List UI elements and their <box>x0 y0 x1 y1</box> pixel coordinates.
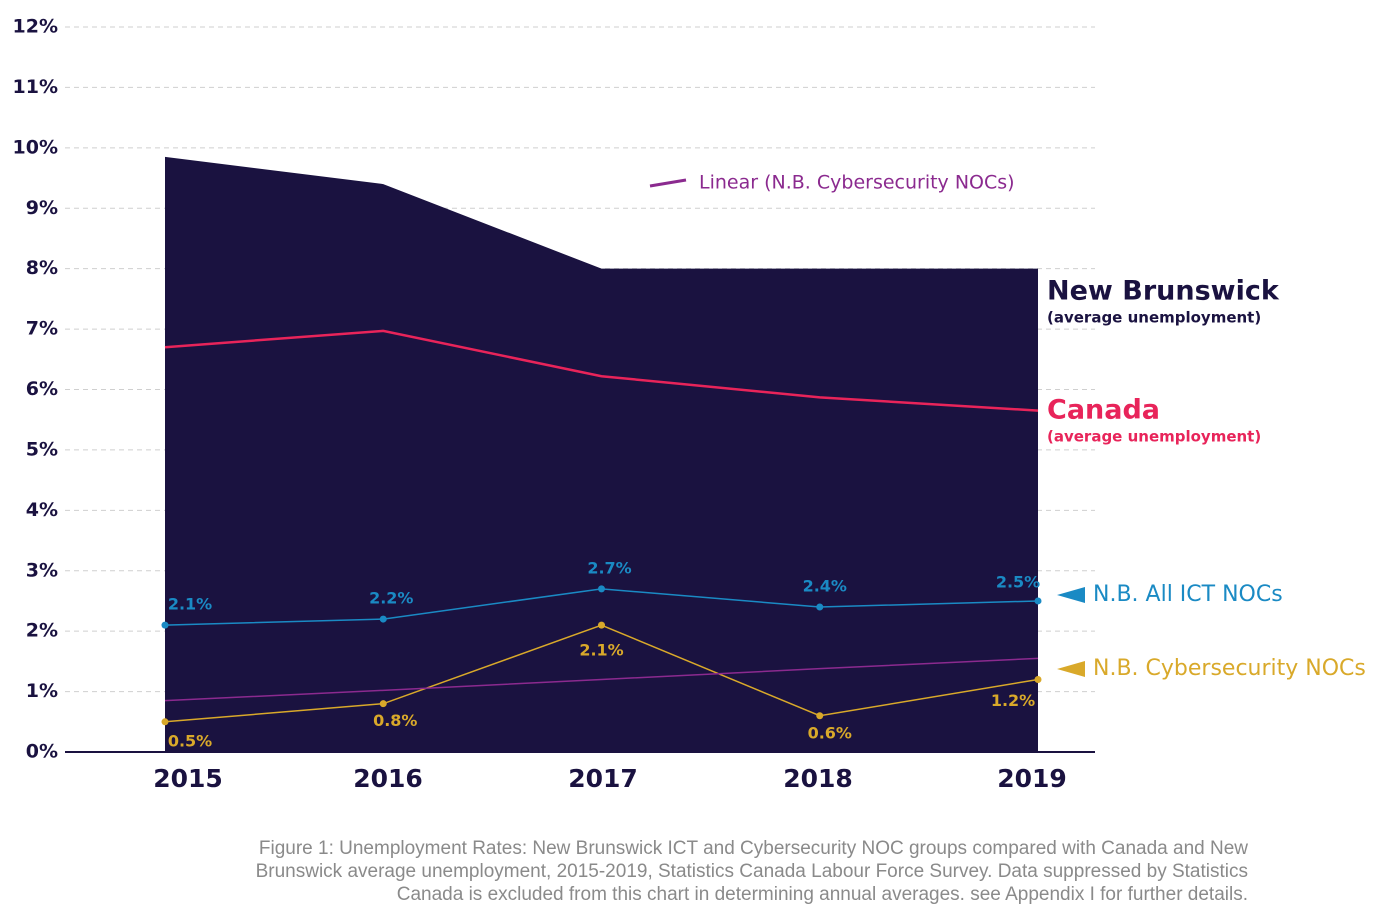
point <box>161 718 169 726</box>
legend-arrow <box>1057 587 1085 603</box>
area <box>165 156 1038 753</box>
data-label: 0.5% <box>168 731 212 750</box>
y-tick-label: 3% <box>26 559 58 581</box>
y-tick-label: 7% <box>26 318 58 340</box>
caption: Brunswick average unemployment, 2015-201… <box>256 861 1248 882</box>
point <box>816 603 824 611</box>
x-tick-label: 2016 <box>353 764 423 793</box>
series-label: Canada <box>1047 395 1160 426</box>
point <box>1034 676 1042 683</box>
x-tick-label: 2017 <box>568 764 638 793</box>
point <box>379 700 387 708</box>
x-tick-label: 2019 <box>997 764 1067 793</box>
y-tick-label: 9% <box>26 197 58 219</box>
y-tick-label: 8% <box>26 257 58 279</box>
trend-line <box>164 657 1039 702</box>
legend-label: Linear (N.B. Cybersecurity NOCs) <box>699 172 1015 194</box>
point <box>1034 597 1042 605</box>
data-label: 2.4% <box>803 577 847 596</box>
point <box>816 712 824 720</box>
y-tick-label: 11% <box>13 76 58 98</box>
data-label: 2.5% <box>996 572 1040 591</box>
y-tick-label: 12% <box>13 16 58 38</box>
series-sublabel: (average unemployment) <box>1047 309 1261 327</box>
data-label: 2.1% <box>168 595 212 614</box>
point <box>598 621 605 629</box>
data-label: 2.1% <box>579 641 623 660</box>
data-label: 1.2% <box>991 691 1035 710</box>
y-tick-label: 5% <box>26 438 58 460</box>
legend-arrow <box>1057 661 1085 677</box>
point <box>379 615 387 623</box>
line <box>164 329 1039 412</box>
series-label: N.B. All ICT NOCs <box>1093 582 1283 607</box>
y-tick-label: 2% <box>26 620 58 642</box>
point <box>161 621 169 629</box>
y-tick-label: 10% <box>13 136 58 158</box>
series-label: New Brunswick <box>1047 276 1280 307</box>
data-label: 0.8% <box>373 711 417 730</box>
data-label: 2.2% <box>369 589 413 608</box>
legend-swatch <box>649 178 687 188</box>
x-tick-label: 2015 <box>153 764 223 793</box>
caption: Figure 1: Unemployment Rates: New Brunsw… <box>259 838 1248 859</box>
data-label: 0.6% <box>808 723 852 742</box>
y-tick-label: 0% <box>26 741 58 763</box>
caption: Canada is excluded from this chart in de… <box>397 884 1248 905</box>
point <box>598 585 605 593</box>
y-tick-label: 4% <box>26 499 58 521</box>
series-label: N.B. Cybersecurity NOCs <box>1093 656 1366 681</box>
data-label: 2.7% <box>587 558 631 577</box>
series-sublabel: (average unemployment) <box>1047 428 1261 446</box>
y-tick-label: 6% <box>26 378 58 400</box>
x-tick-label: 2018 <box>783 764 853 793</box>
y-tick-label: 1% <box>26 680 58 702</box>
